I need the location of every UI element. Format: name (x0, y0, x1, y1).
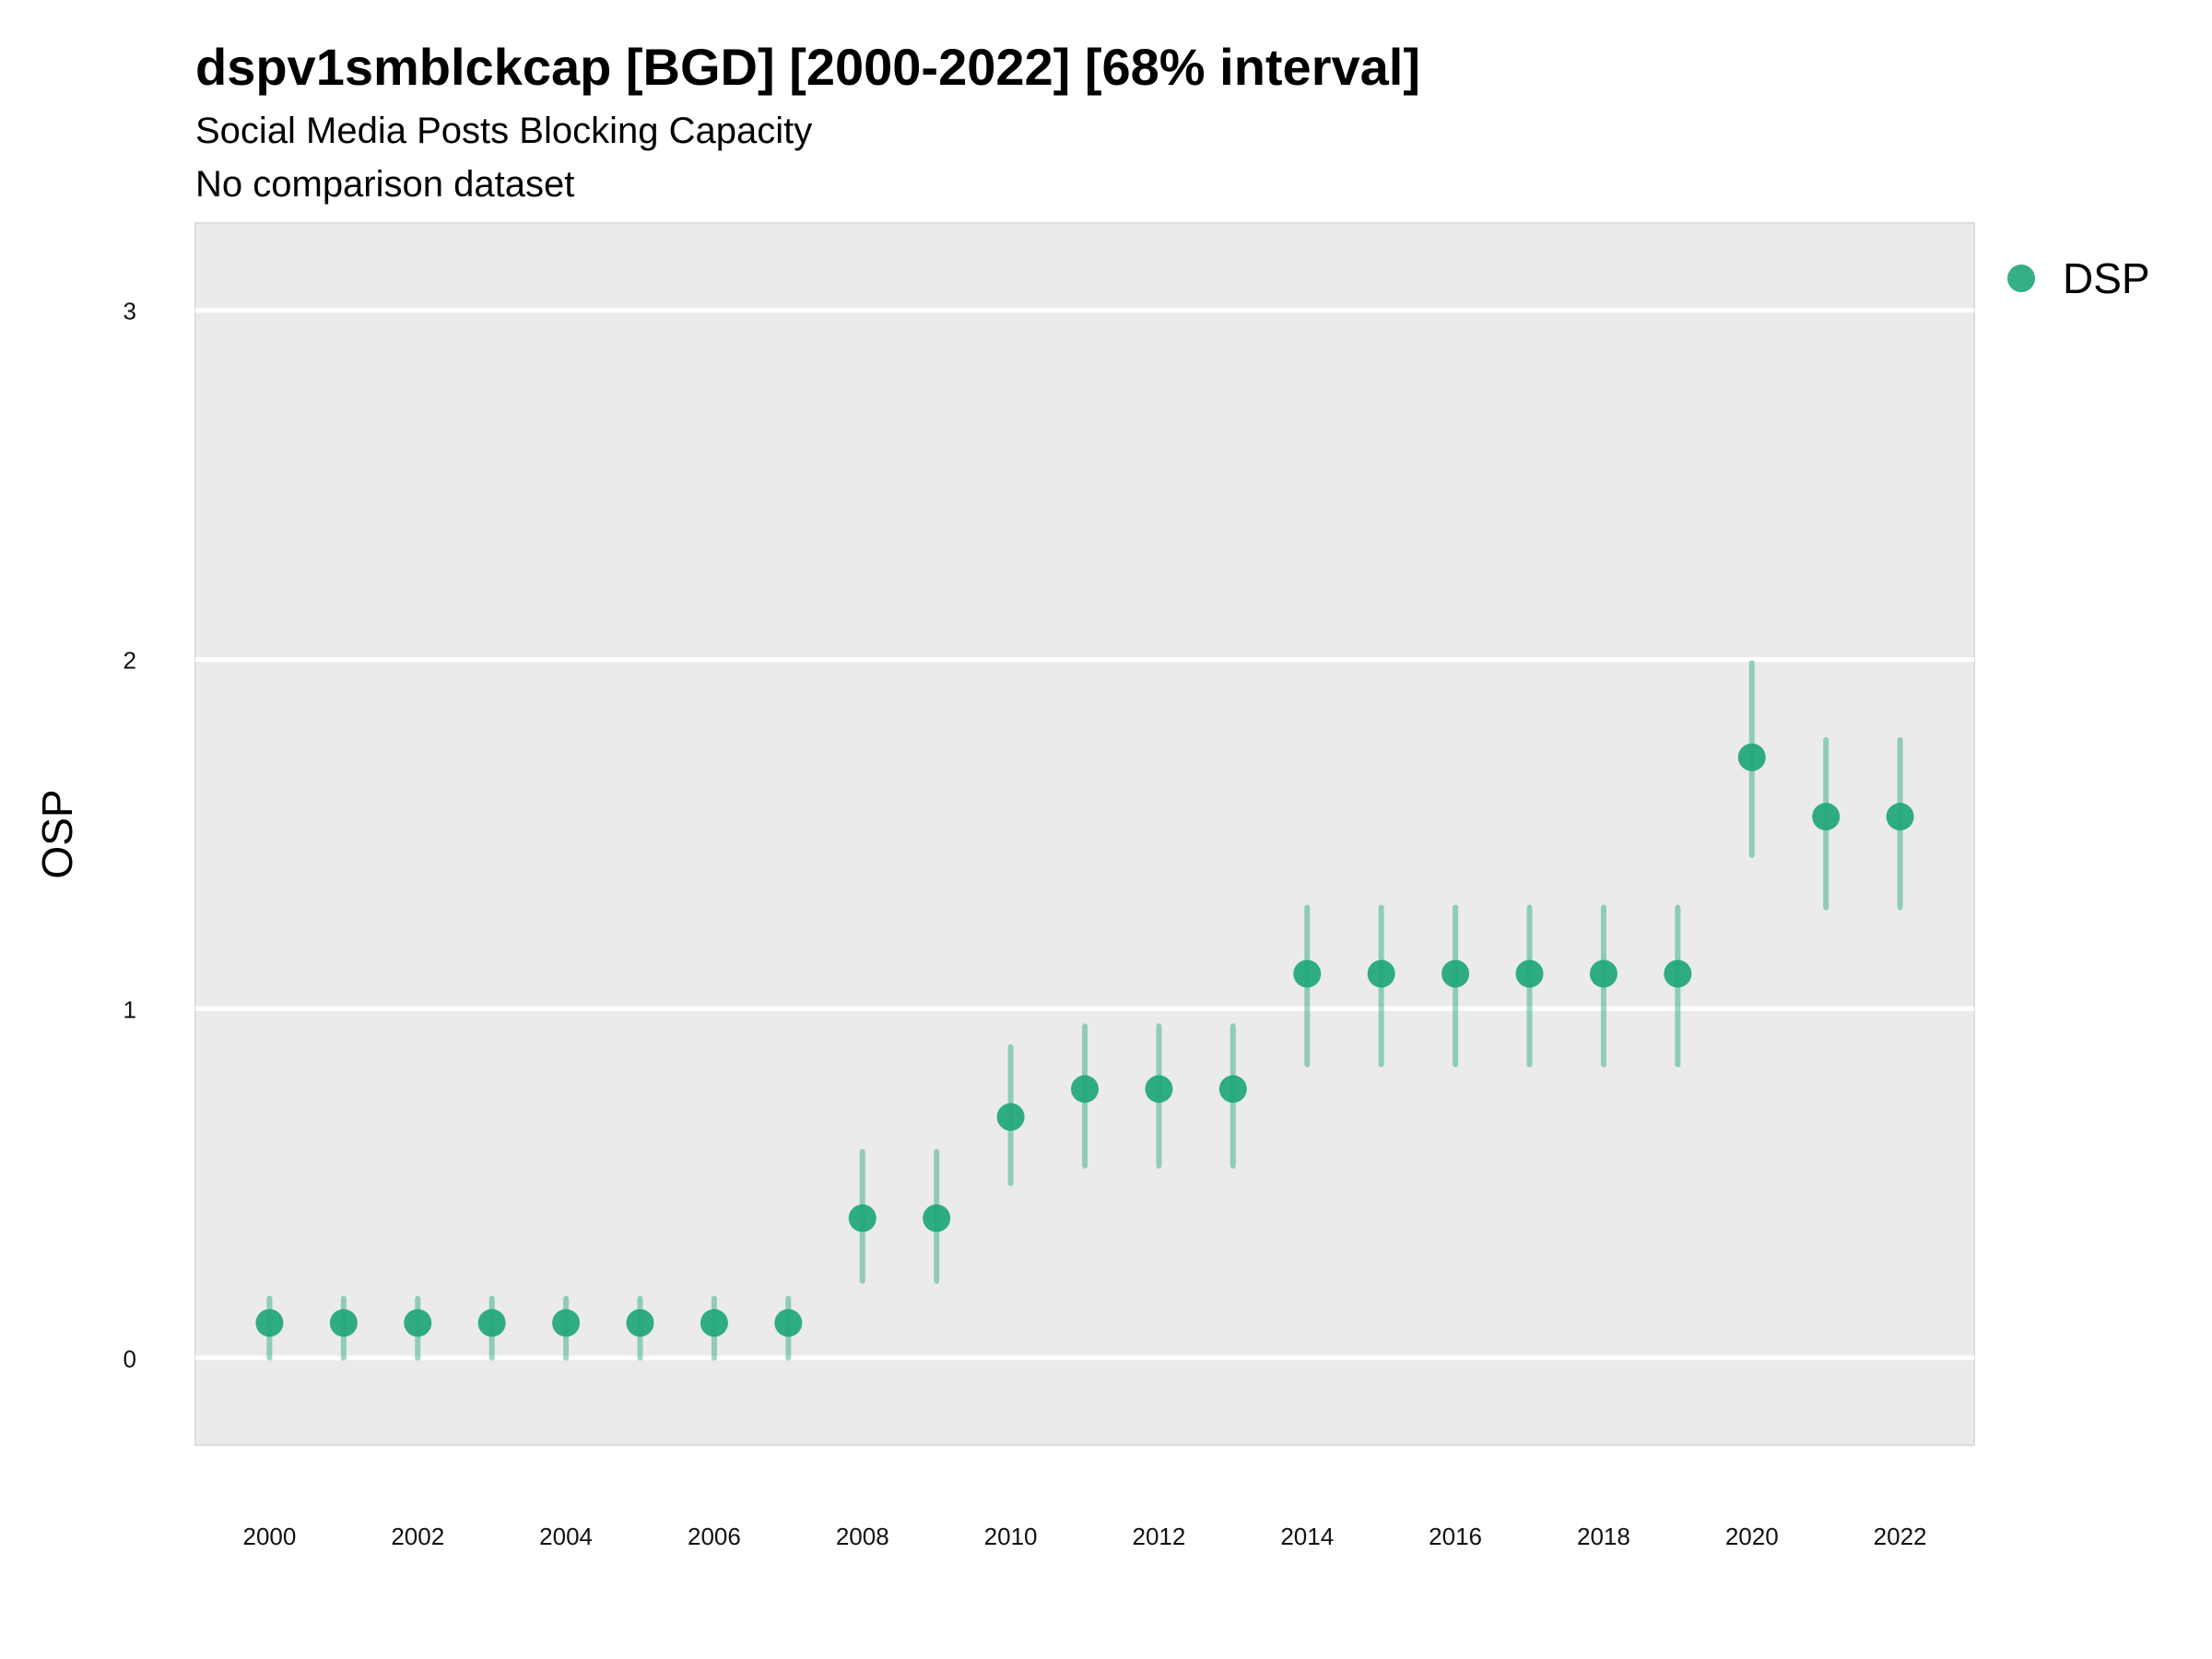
point-2002 (404, 1309, 432, 1337)
point-2021 (1812, 803, 1841, 831)
x-tick-label-2002: 2002 (391, 1523, 444, 1550)
point-2017 (1515, 959, 1544, 988)
legend: DSP (2007, 254, 2150, 302)
x-tick-labels: 2000 2002 2004 2006 2008 2010 2012 2014 2016 2018… (242, 1523, 1926, 1550)
x-tick-label-2022: 2022 (1874, 1523, 1927, 1550)
y-tick-label-1: 1 (124, 995, 136, 1023)
x-tick-label-2014: 2014 (1280, 1523, 1334, 1550)
point-2020 (1737, 743, 1766, 771)
point-2022 (1886, 803, 1914, 831)
x-tick-label-2008: 2008 (836, 1523, 889, 1550)
point-2003 (477, 1309, 506, 1337)
y-tick-label-2: 2 (124, 647, 136, 675)
x-tick-label-2004: 2004 (539, 1523, 593, 1550)
point-2015 (1367, 959, 1395, 988)
point-2016 (1441, 959, 1470, 988)
y-axis-title: OSP (33, 789, 81, 878)
point-2010 (996, 1102, 1025, 1131)
grid-lines (195, 308, 1974, 1360)
y-tick-label-0: 0 (124, 1345, 136, 1372)
y-tick-label-3: 3 (124, 298, 136, 325)
comparison-note: No comparison dataset (195, 164, 574, 205)
point-2014 (1293, 959, 1322, 988)
point-2006 (700, 1309, 728, 1337)
point-2000 (255, 1309, 284, 1337)
chart-subtitle: Social Media Posts Blocking Capacity (195, 111, 812, 151)
point-2009 (923, 1204, 951, 1232)
legend-label-dsp: DSP (2063, 254, 2150, 302)
x-tick-label-2000: 2000 (242, 1523, 296, 1550)
point-2018 (1589, 959, 1618, 988)
point-2012 (1145, 1075, 1173, 1103)
y-tick-labels: 0 1 2 3 (124, 298, 136, 1373)
point-2008 (848, 1204, 877, 1232)
data-points (255, 743, 1914, 1337)
legend-marker-dsp (2007, 265, 2035, 292)
point-2001 (329, 1309, 358, 1337)
point-2019 (1664, 959, 1692, 988)
x-tick-label-2020: 2020 (1725, 1523, 1779, 1550)
x-tick-label-2016: 2016 (1429, 1523, 1482, 1550)
plot-panel (194, 222, 1975, 1446)
point-2004 (552, 1309, 581, 1337)
x-tick-label-2012: 2012 (1132, 1523, 1185, 1550)
point-2013 (1218, 1075, 1247, 1103)
x-tick-label-2010: 2010 (984, 1523, 1038, 1550)
point-2005 (626, 1309, 654, 1337)
point-2011 (1071, 1075, 1099, 1103)
x-tick-label-2006: 2006 (688, 1523, 741, 1550)
point-2007 (774, 1309, 803, 1337)
chart-title: dspv1smblckcap [BGD] [2000-2022] [68% in… (195, 38, 1420, 96)
x-tick-label-2018: 2018 (1577, 1523, 1630, 1550)
